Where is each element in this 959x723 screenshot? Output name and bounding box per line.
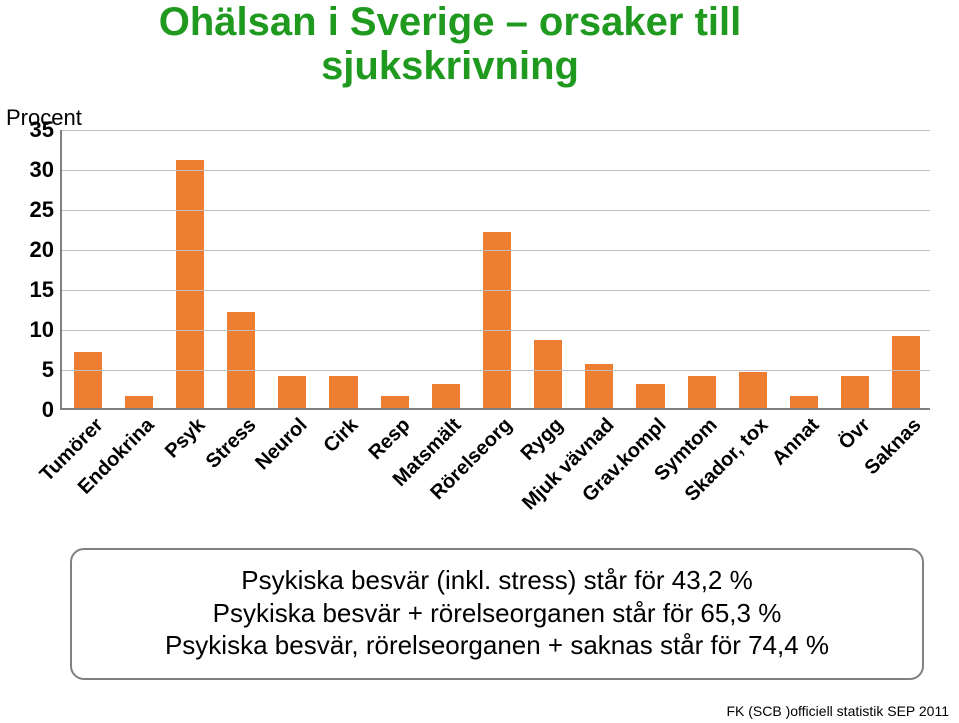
bar xyxy=(125,396,153,408)
title-block: Ohälsan i Sverige – orsaker till sjukskr… xyxy=(100,0,800,88)
bar xyxy=(841,376,869,408)
ytick-label: 20 xyxy=(30,237,54,263)
bar xyxy=(688,376,716,408)
bar-chart: 05101520253035 xyxy=(60,130,930,410)
summary-line-2: Psykiska besvär + rörelseorganen står fö… xyxy=(92,597,902,630)
summary-line-3: Psykiska besvär, rörelseorganen + saknas… xyxy=(92,629,902,662)
summary-line-1: Psykiska besvär (inkl. stress) står för … xyxy=(92,564,902,597)
bar xyxy=(483,232,511,408)
bar xyxy=(74,352,102,408)
slide: Ohälsan i Sverige – orsaker till sjukskr… xyxy=(0,0,959,723)
bar xyxy=(432,384,460,408)
gridline xyxy=(62,170,930,171)
ytick-label: 5 xyxy=(42,357,54,383)
bar xyxy=(534,340,562,408)
ytick-label: 25 xyxy=(30,197,54,223)
gridline xyxy=(62,130,930,131)
bar xyxy=(892,336,920,408)
ytick-label: 30 xyxy=(30,157,54,183)
bar xyxy=(739,372,767,408)
plot-area: 05101520253035 xyxy=(60,130,930,410)
bar xyxy=(227,312,255,408)
title-line-2: sjukskrivning xyxy=(100,44,800,88)
bar xyxy=(636,384,664,408)
bar xyxy=(790,396,818,408)
gridline xyxy=(62,210,930,211)
summary-box: Psykiska besvär (inkl. stress) står för … xyxy=(70,548,924,680)
ytick-label: 15 xyxy=(30,277,54,303)
x-axis-labels: TumörerEndokrinaPsykStressNeurolCirkResp… xyxy=(60,414,930,554)
bar xyxy=(329,376,357,408)
gridline xyxy=(62,370,930,371)
ytick-label: 35 xyxy=(30,117,54,143)
bar xyxy=(381,396,409,408)
gridline xyxy=(62,250,930,251)
ytick-label: 0 xyxy=(42,397,54,423)
bars-container xyxy=(62,130,930,408)
gridline xyxy=(62,290,930,291)
source-text: FK (SCB )officiell statistik SEP 2011 xyxy=(726,703,949,719)
title-line-1: Ohälsan i Sverige – orsaker till xyxy=(100,0,800,44)
ytick-label: 10 xyxy=(30,317,54,343)
gridline xyxy=(62,330,930,331)
bar xyxy=(278,376,306,408)
